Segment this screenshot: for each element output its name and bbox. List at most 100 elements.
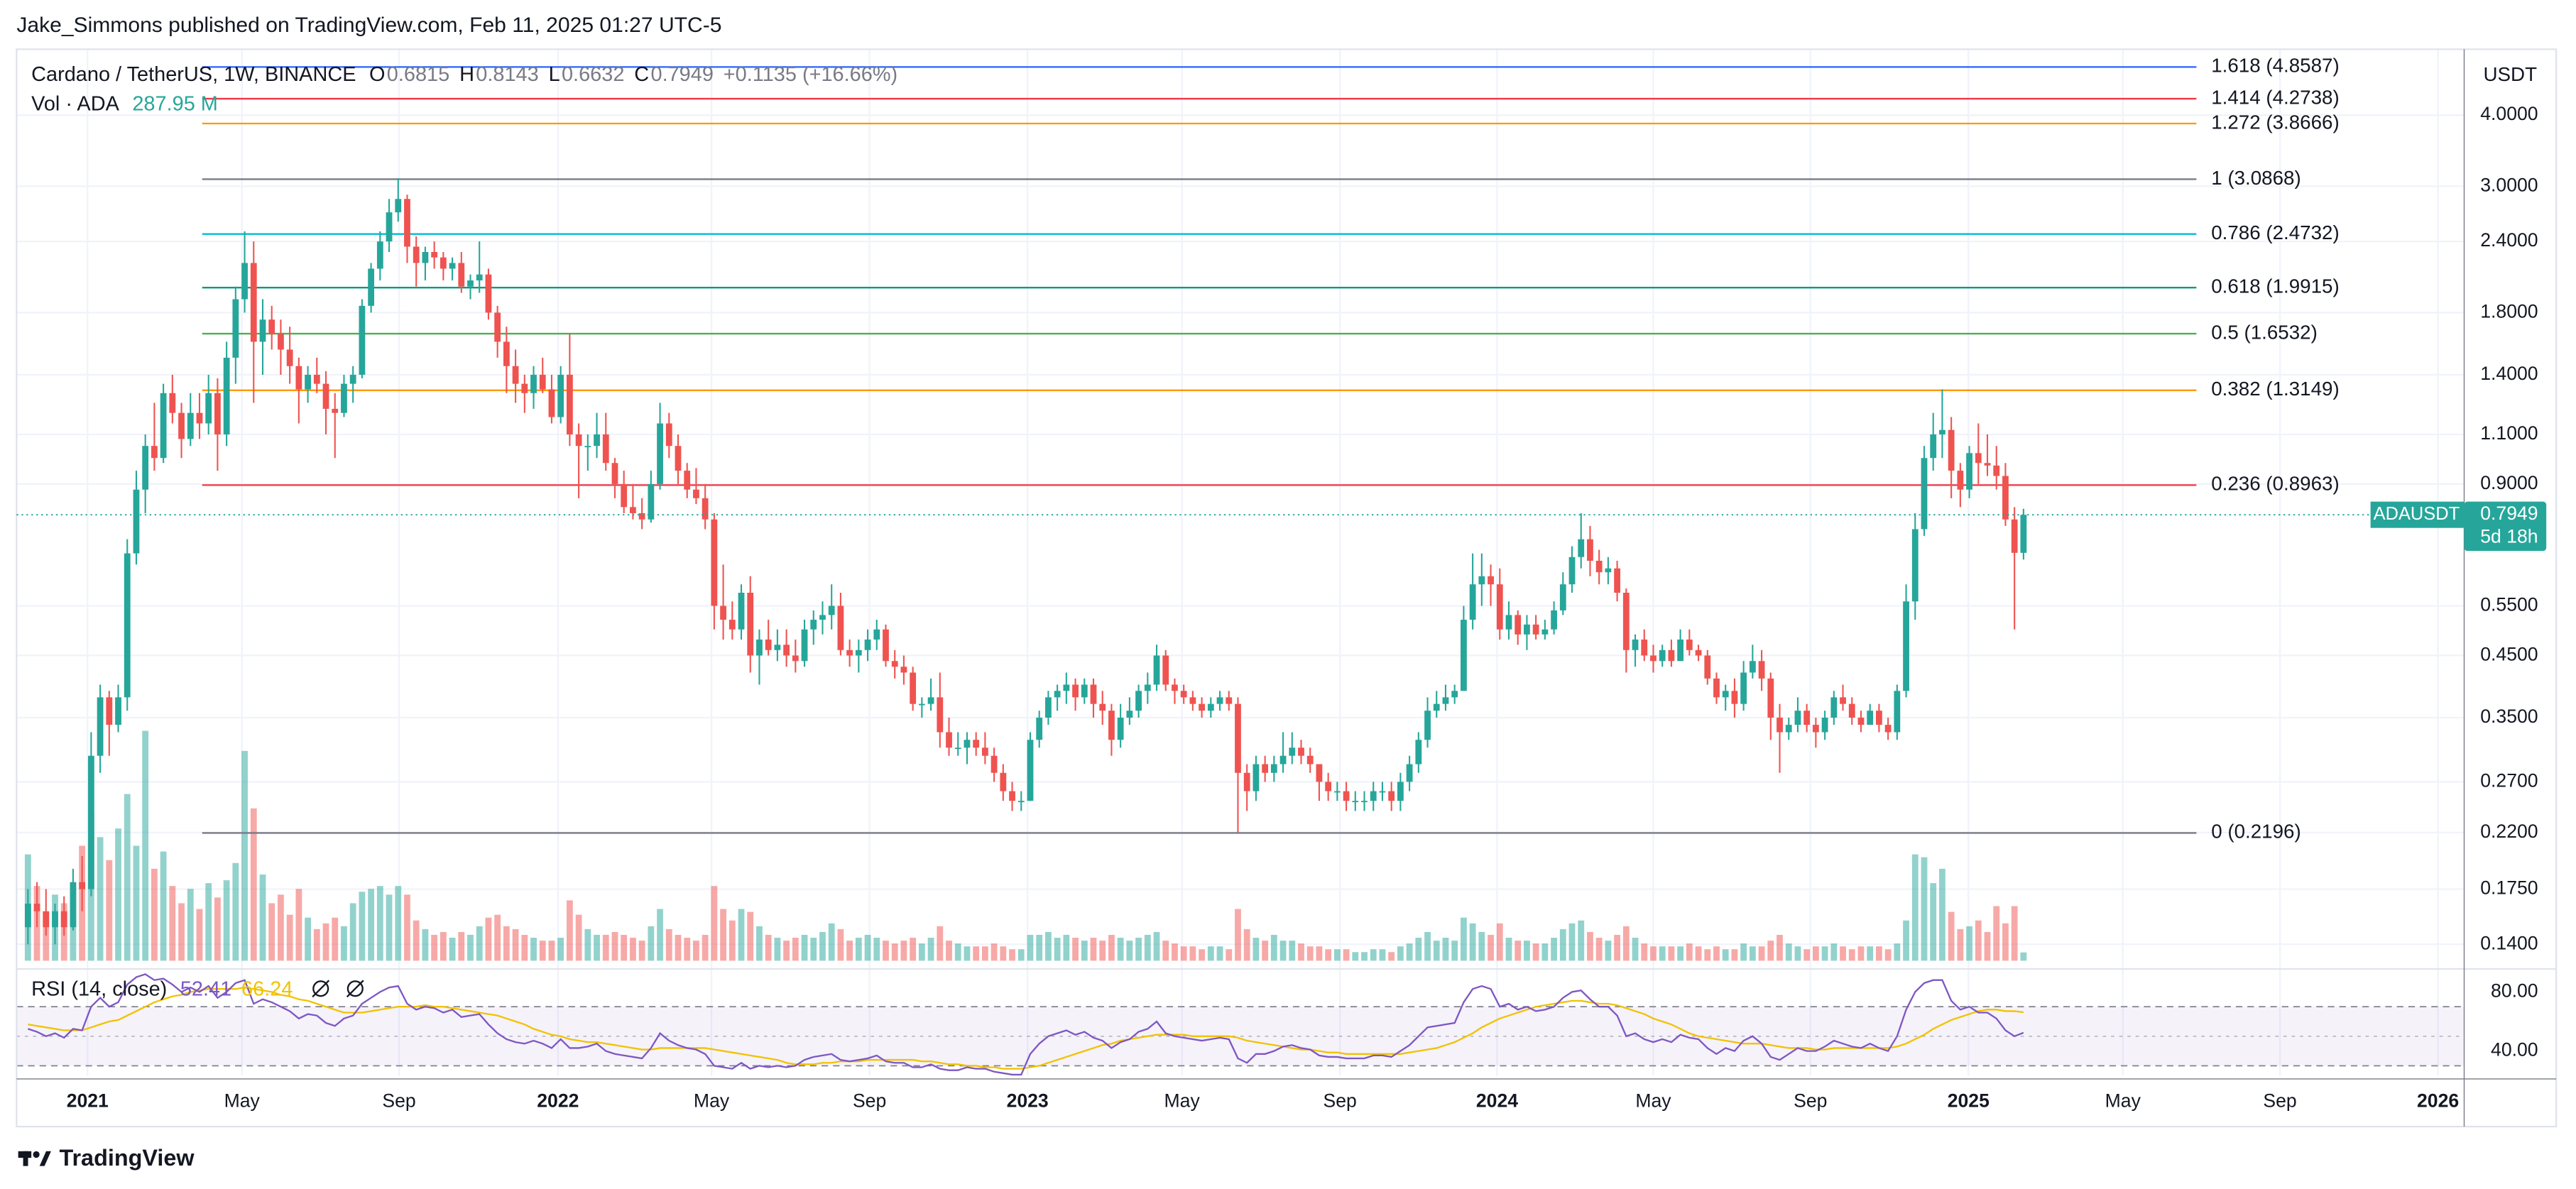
rsi-pane: 80.00 40.00 [16, 973, 2538, 1076]
volume-bar [1911, 854, 1919, 961]
fib-label: 0.618 (1.9915) [2211, 275, 2340, 297]
candle-body [1099, 703, 1106, 711]
candle-body [720, 606, 726, 620]
candle-body [1948, 429, 1955, 471]
volume-bar [1243, 928, 1250, 961]
candle-body [1677, 639, 1684, 662]
candle-body [1442, 697, 1449, 704]
candle-body [1695, 650, 1702, 656]
candle-body [1722, 691, 1729, 698]
volume-bar [1216, 946, 1223, 961]
candle-body [1352, 801, 1359, 803]
volume-bar [1343, 949, 1350, 961]
candle-body [1496, 584, 1503, 630]
candle-body [1090, 684, 1097, 704]
candle-body [1017, 801, 1025, 803]
volume-bar [1135, 938, 1142, 961]
volume-bar [295, 889, 302, 961]
candle-body [657, 423, 663, 484]
candle-body [268, 319, 275, 334]
candle-body [1270, 764, 1277, 773]
volume-bar [1622, 926, 1630, 961]
x-tick-label: 2021 [67, 1090, 109, 1111]
candle-body [313, 374, 320, 384]
volume-bar [1785, 943, 1792, 961]
candle-body [792, 655, 799, 662]
volume-bar [611, 931, 618, 961]
volume-bar [1153, 931, 1160, 961]
volume-bar [1009, 949, 1015, 961]
candle-body [1207, 703, 1214, 711]
candle-body [2011, 519, 2018, 553]
volume-bar [1894, 943, 1901, 961]
candle-body [1316, 764, 1323, 782]
candle-body [2002, 476, 2009, 520]
candle-body [1406, 764, 1413, 782]
candle-body [891, 661, 898, 667]
candle-body [1587, 539, 1593, 561]
candle-body [693, 489, 699, 498]
candle-body [386, 212, 393, 242]
y-tick-label: 0.1400 [2480, 932, 2538, 953]
volume-bar [232, 862, 239, 961]
candle-body [1857, 717, 1865, 725]
y-tick-label: 2.4000 [2480, 229, 2538, 251]
candle-body [322, 383, 329, 409]
volume-bar [196, 909, 203, 961]
candle-body [675, 446, 682, 471]
y-tick-label: 0.2200 [2480, 821, 2538, 842]
candle-body [178, 412, 185, 439]
candle-body [1036, 717, 1043, 740]
volume-bar [1966, 926, 1972, 961]
candle-body [1830, 697, 1838, 718]
volume-bar [422, 928, 429, 961]
candle-body [973, 740, 980, 748]
volume-bar [1442, 938, 1449, 961]
volume-bar [1515, 941, 1522, 961]
legend-text: 0.7949 [651, 63, 714, 86]
legend-text: Vol · ADA [31, 93, 119, 116]
legend-text: RSI (14, close) [31, 978, 167, 1001]
candle-body [1370, 791, 1377, 801]
candle-body [1966, 453, 1972, 490]
volume-bar [1316, 946, 1323, 961]
volume-bar [1677, 946, 1684, 961]
candle-body [828, 606, 835, 615]
x-tick-label: May [2105, 1090, 2141, 1111]
candle-body [630, 507, 636, 513]
candle-body [981, 747, 988, 756]
volume-bar [648, 926, 655, 961]
candle-body [1740, 672, 1747, 704]
volume-bar [1830, 943, 1838, 961]
volume-bar [810, 938, 817, 961]
candle-body [124, 553, 131, 698]
legend: Cardano / TetherUS, 1W, BINANCE O 0.6815 H 0… [31, 63, 897, 1001]
volume-bar [1857, 946, 1865, 961]
volume-bar [927, 938, 934, 961]
candle-body [359, 305, 366, 375]
candle-body [494, 312, 501, 342]
candle-body [1975, 453, 1982, 464]
candle-body [106, 697, 113, 725]
volume-bar [512, 928, 519, 961]
volume-bar [1758, 946, 1765, 961]
candle-body [1524, 624, 1530, 635]
volume-bar [413, 920, 420, 961]
candle-body [43, 911, 50, 928]
y-tick-label: 1.1000 [2480, 422, 2538, 444]
y-tick-label: 0.9000 [2480, 472, 2538, 493]
candle-body [1117, 717, 1124, 740]
volume-bar [693, 941, 699, 961]
candle-body [332, 408, 339, 413]
volume-bar [1469, 923, 1476, 961]
volume-bar [1686, 943, 1693, 961]
volume-bar [1406, 943, 1413, 961]
fib-label: 1.414 (4.2738) [2211, 86, 2340, 108]
legend-text: 52.41 [180, 978, 231, 1001]
price-tag [2464, 501, 2547, 552]
candle-body [1488, 576, 1494, 585]
candle-body [1216, 697, 1223, 704]
volume-bar [946, 941, 952, 961]
